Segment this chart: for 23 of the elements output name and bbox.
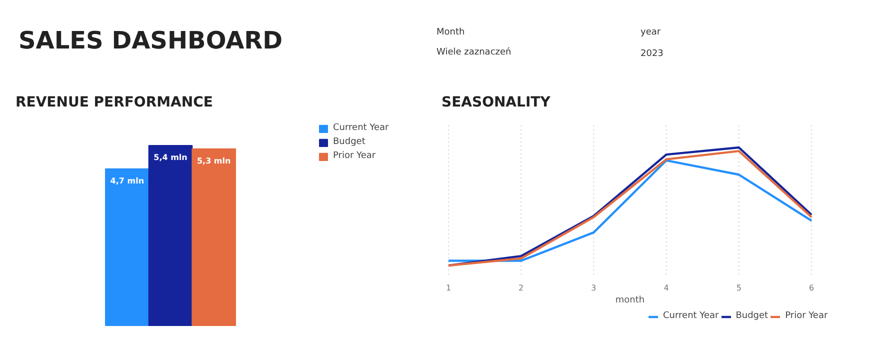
- x-tick-label: 2: [518, 284, 524, 292]
- text: year: [640, 28, 661, 38]
- text: 2023: [640, 49, 664, 59]
- legend-label: Prior Year: [785, 310, 828, 322]
- legend-label: Budget: [736, 310, 768, 322]
- x-axis-title: month: [615, 296, 645, 306]
- legend-label: Prior Year: [333, 150, 376, 162]
- data-label: 5,3 mln: [196, 156, 232, 166]
- chart-title: SEASONALITY: [442, 94, 552, 110]
- x-tick-label: 5: [736, 284, 742, 292]
- legend-label: Current Year: [333, 122, 389, 134]
- text: SALES DASHBOARD: [18, 26, 283, 54]
- legend-label: Current Year: [663, 310, 719, 322]
- x-tick-label: 4: [664, 284, 669, 292]
- chart-title: REVENUE PERFORMANCE: [16, 94, 213, 110]
- x-tick-label: 3: [591, 284, 596, 292]
- text: Month: [436, 28, 465, 38]
- legend-label: Budget: [333, 136, 366, 148]
- x-tick-label: 1: [446, 284, 452, 292]
- x-tick-label: 6: [808, 284, 814, 292]
- data-label: 5,4 mln: [154, 153, 188, 162]
- text: Wiele zaznaczeń: [436, 46, 512, 58]
- data-label: 4,7 mln: [110, 176, 144, 186]
